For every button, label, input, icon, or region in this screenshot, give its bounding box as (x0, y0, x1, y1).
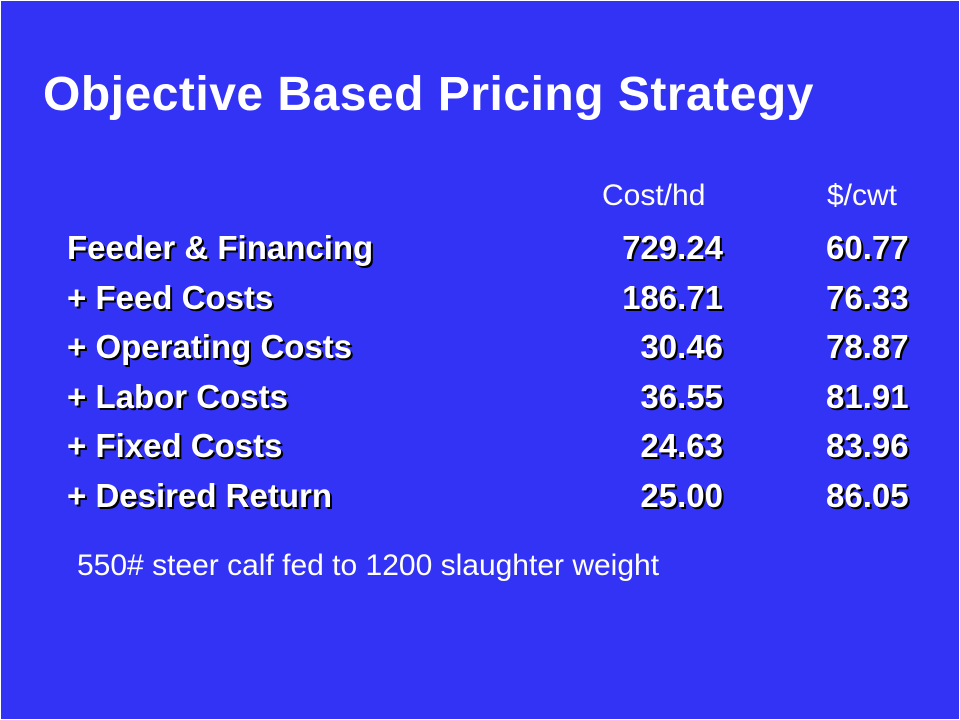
footnote: 550# steer calf fed to 1200 slaughter we… (77, 549, 660, 582)
table-row: + Operating Costs 30.46 78.87 (1, 328, 959, 378)
slide-title: Objective Based Pricing Strategy (43, 68, 814, 121)
row-per-cwt: 78.87 (826, 328, 909, 365)
column-header-cost-per-head: Cost/hd (602, 179, 706, 212)
row-cost-per-head: 25.00 (640, 476, 723, 514)
row-per-cwt: 76.33 (826, 278, 909, 316)
row-per-cwt: 81.91 (826, 377, 909, 415)
table-row: + Feed Costs 186.71 76.33 (1, 279, 959, 329)
row-label: + Operating Costs (67, 328, 353, 365)
row-cost-per-head: 36.55 (640, 377, 723, 415)
row-cost-per-head: 186.71 (622, 278, 723, 316)
row-cost-per-head: 24.63 (640, 427, 723, 464)
row-label: + Fixed Costs (67, 427, 283, 464)
cost-table: Feeder & Financing 729.24 60.77 + Feed C… (1, 229, 959, 526)
row-per-cwt: 60.77 (826, 229, 909, 266)
row-cost-per-head: 30.46 (640, 328, 723, 365)
row-label: + Labor Costs (67, 377, 288, 415)
column-header-per-cwt: $/cwt (827, 179, 898, 212)
row-label: Feeder & Financing (67, 229, 374, 266)
table-row: + Desired Return 25.00 86.05 (1, 477, 959, 527)
row-per-cwt: 86.05 (826, 476, 909, 514)
row-per-cwt: 83.96 (826, 427, 909, 464)
table-row: Feeder & Financing 729.24 60.77 (1, 229, 959, 279)
table-row: + Fixed Costs 24.63 83.96 (1, 427, 959, 477)
row-label: + Feed Costs (67, 278, 274, 316)
table-row: + Labor Costs 36.55 81.91 (1, 378, 959, 428)
row-label: + Desired Return (67, 476, 332, 514)
row-cost-per-head: 729.24 (622, 229, 723, 266)
